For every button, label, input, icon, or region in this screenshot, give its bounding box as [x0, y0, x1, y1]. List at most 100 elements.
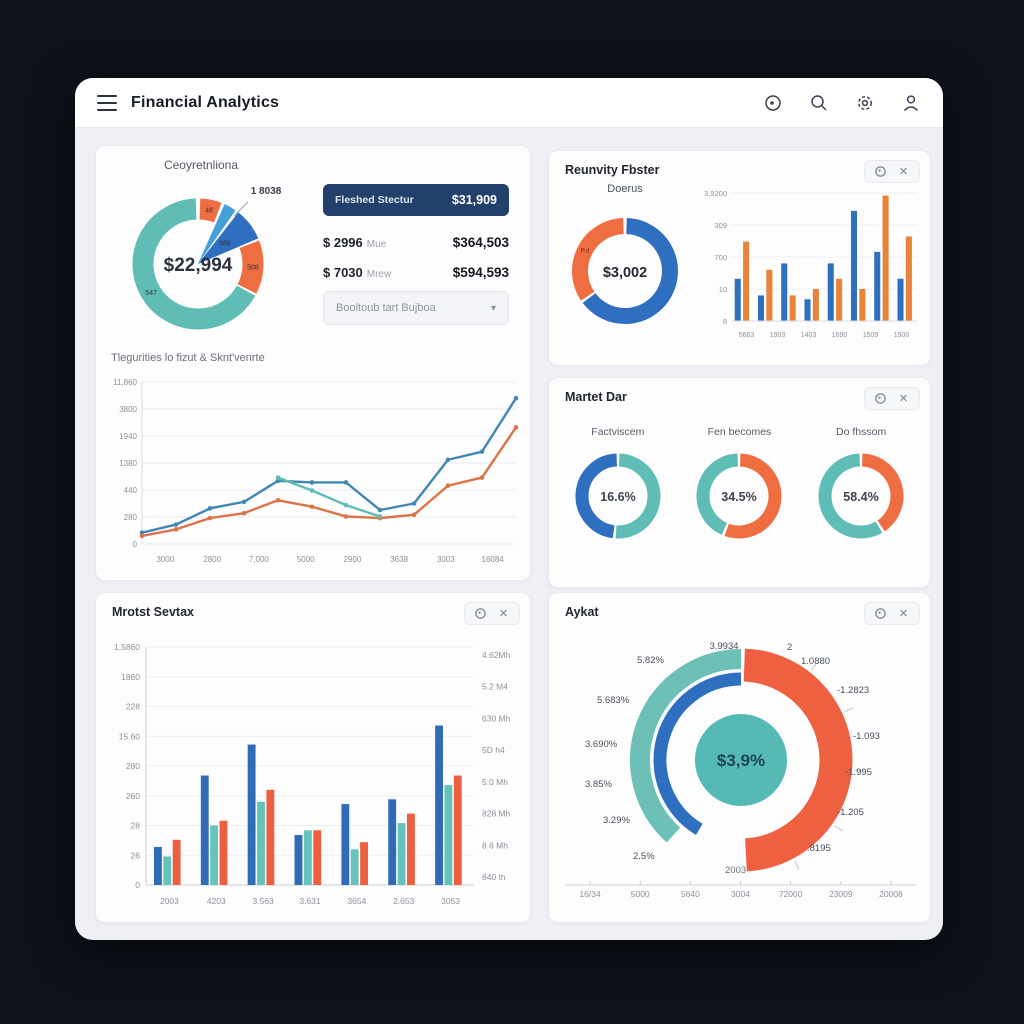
market-donut-label: Fen becomes — [707, 426, 772, 438]
svg-text:28: 28 — [131, 821, 141, 831]
svg-text:0: 0 — [133, 540, 138, 549]
svg-text:1403: 1403 — [801, 332, 817, 339]
stat-amount: $ 7030 — [323, 265, 363, 280]
svg-text:5663: 5663 — [739, 332, 755, 339]
stat-unit: Mrew — [366, 269, 392, 280]
svg-text:1900: 1900 — [894, 332, 910, 339]
svg-text:5640: 5640 — [681, 889, 700, 899]
svg-text:3.631: 3.631 — [299, 896, 321, 906]
svg-text:P.d: P.d — [580, 248, 589, 255]
market-donut-block: Do fhssom 58.4% — [802, 426, 920, 553]
revenue-donut-label: Doerus — [607, 183, 643, 195]
record-icon[interactable] — [763, 93, 783, 113]
svg-text:10: 10 — [719, 285, 727, 294]
svg-text:508: 508 — [247, 264, 259, 271]
card-title: Martet Dar — [565, 390, 627, 404]
menu-icon[interactable] — [873, 606, 888, 621]
close-icon[interactable]: ✕ — [898, 393, 909, 405]
settings-icon[interactable] — [855, 93, 875, 113]
menu-icon[interactable] — [873, 391, 888, 406]
gauge-label: 3.9934 — [709, 641, 739, 652]
gauge-label: 5.82% — [637, 655, 664, 666]
revenue-bar-chart: 3,9200 309 700 10 8 5663 1903 1403 1690 1509 1900 — [704, 189, 917, 339]
banner-label: Fleshed Stectur — [335, 194, 414, 206]
svg-text:48: 48 — [205, 208, 213, 215]
market-donut-label: Factviscem — [591, 426, 645, 438]
svg-text:2900: 2900 — [343, 555, 361, 564]
svg-text:4203: 4203 — [207, 896, 226, 906]
svg-text:630 Mh: 630 Mh — [482, 713, 511, 723]
overview-donut-title: Ceoyretnliona — [163, 158, 239, 172]
svg-text:1,5860: 1,5860 — [114, 642, 140, 652]
stat-row: $ 2996 Mue $364,503 — [323, 234, 509, 252]
svg-text:$3,002: $3,002 — [603, 265, 647, 281]
svg-text:1940: 1940 — [119, 432, 137, 441]
gauge-label: 2.5% — [633, 851, 655, 862]
svg-text:3004: 3004 — [731, 889, 750, 899]
gauge-label: 2 — [787, 642, 793, 653]
svg-text:16.6%: 16.6% — [600, 490, 635, 504]
svg-text:8: 8 — [723, 317, 727, 326]
svg-text:3053: 3053 — [441, 896, 460, 906]
svg-text:3000: 3000 — [156, 555, 174, 564]
gauge-card: Aykat ✕ $3,9% 16/34 5000 5640 3004 72000 23009… — [548, 592, 931, 923]
svg-text:888: 888 — [219, 241, 231, 248]
svg-text:8.6 Mh: 8.6 Mh — [482, 840, 508, 850]
svg-text:5000: 5000 — [631, 889, 650, 899]
svg-text:$22,994: $22,994 — [164, 255, 233, 276]
card-title: Aykat — [565, 605, 599, 619]
market-donut-label: Do fhssom — [836, 426, 887, 438]
market-card: Martet Dar ✕ Factviscem 16.6% Fen become… — [548, 377, 931, 588]
market-donut-chart: 58.4% — [818, 453, 904, 539]
svg-text:15.60: 15.60 — [119, 731, 141, 741]
svg-text:16084: 16084 — [482, 555, 505, 564]
svg-text:260: 260 — [126, 791, 140, 801]
user-icon[interactable] — [901, 93, 921, 113]
svg-text:280: 280 — [124, 513, 138, 522]
svg-text:700: 700 — [714, 253, 727, 262]
app-header: Financial Analytics — [75, 78, 943, 128]
svg-text:58.4%: 58.4% — [843, 490, 878, 504]
svg-text:11,860: 11,860 — [113, 378, 137, 387]
svg-text:5.0 Mh: 5.0 Mh — [482, 777, 508, 787]
close-icon[interactable]: ✕ — [898, 608, 909, 620]
market-donuts: Factviscem 16.6% Fen becomes 34.5% Do fh… — [557, 426, 922, 553]
stat-value: $364,503 — [452, 235, 509, 250]
svg-text:3.563: 3.563 — [253, 896, 275, 906]
gauge-label: .8195 — [807, 843, 831, 854]
svg-text:1 8038: 1 8038 — [251, 186, 282, 197]
menu-icon[interactable] — [873, 164, 888, 179]
card-actions: ✕ — [464, 602, 520, 625]
card-actions: ✕ — [864, 387, 920, 410]
svg-text:2800: 2800 — [203, 555, 221, 564]
search-icon[interactable] — [809, 93, 829, 113]
monthly-card: Mrotst Sevtax ✕ 1,5860 1860 228 15.60 280 260… — [95, 592, 531, 923]
menu-icon[interactable] — [473, 606, 488, 621]
svg-text:840 th: 840 th — [482, 872, 506, 882]
svg-text:3003: 3003 — [437, 555, 455, 564]
gauge-label: -1.995 — [845, 767, 872, 778]
svg-text:5.2 M4: 5.2 M4 — [482, 682, 508, 692]
svg-text:280: 280 — [126, 761, 140, 771]
svg-text:547: 547 — [145, 290, 157, 297]
gauge-label: 1.0880 — [801, 656, 831, 667]
svg-text:1380: 1380 — [119, 459, 137, 468]
revenue-donut-chart: P.d $3,002 — [572, 218, 678, 324]
svg-text:4.62Mh: 4.62Mh — [482, 650, 511, 660]
chevron-down-icon: ▾ — [490, 302, 496, 314]
card-title: Mrotst Sevtax — [112, 605, 194, 619]
featured-banner[interactable]: Fleshed Stectur $31,909 — [323, 184, 509, 216]
svg-text:3654: 3654 — [347, 896, 366, 906]
menu-icon[interactable] — [97, 94, 117, 111]
gauge-label: -1.093 — [853, 731, 880, 742]
svg-text:2.653: 2.653 — [393, 896, 415, 906]
svg-text:440: 440 — [124, 486, 138, 495]
stat-unit: Mue — [366, 239, 387, 250]
close-icon[interactable]: ✕ — [898, 166, 909, 178]
app-title: Financial Analytics — [131, 93, 280, 111]
market-donut-block: Factviscem 16.6% — [559, 426, 677, 553]
gauge-label: 3.85% — [585, 779, 612, 790]
svg-text:3638: 3638 — [390, 555, 408, 564]
filter-dropdown[interactable]: Booltoub tart Bujboa ▾ — [323, 291, 509, 325]
close-icon[interactable]: ✕ — [498, 608, 509, 620]
